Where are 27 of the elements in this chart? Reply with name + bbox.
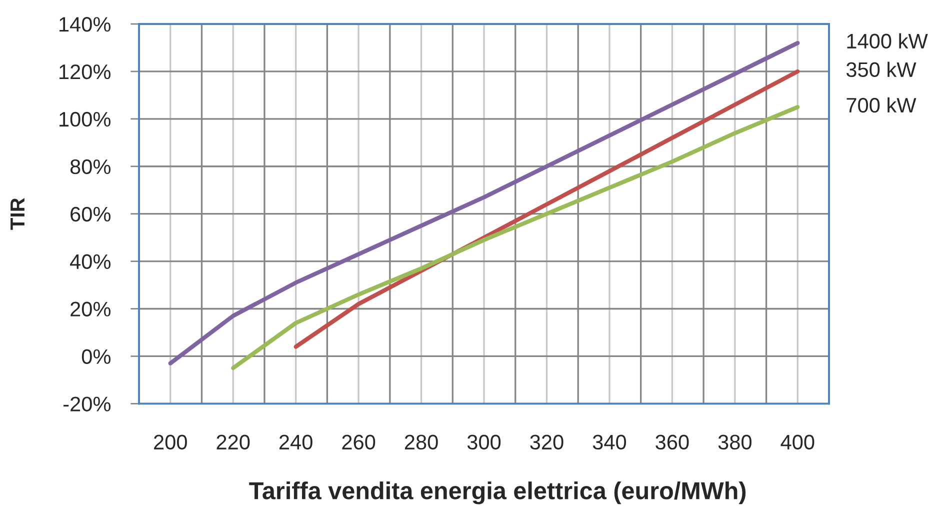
- y-tick-label: 60%: [70, 206, 110, 222]
- x-tick-label: 200: [154, 434, 187, 450]
- y-tick-label: 0%: [82, 349, 110, 364]
- x-tick-label: 220: [216, 434, 250, 450]
- line-series: [168, 40, 800, 366]
- x-tick-label: 260: [342, 434, 376, 450]
- line-series: [231, 104, 800, 370]
- x-tick-label: 300: [467, 434, 501, 450]
- y-tick-label: 40%: [70, 254, 110, 270]
- text: 700 kW: [846, 97, 916, 113]
- y-axis-title: TIR: [10, 198, 24, 230]
- x-tick-label: 320: [530, 434, 564, 450]
- x-tick-label: 240: [280, 434, 312, 450]
- x-tick-label: 360: [656, 434, 689, 450]
- y-tick-label: -20%: [64, 396, 110, 412]
- x-tick-label: 280: [404, 434, 438, 450]
- x-tick-label: 380: [718, 434, 752, 450]
- y-tick-label: 80%: [70, 159, 110, 174]
- y-tick-label: 20%: [70, 302, 110, 317]
- text: 350 kW: [846, 62, 916, 78]
- text: 1400 kW: [847, 33, 928, 49]
- y-tick-label: 100%: [60, 112, 110, 127]
- x-tick-label: 400: [780, 434, 814, 450]
- y-tick-label: 120%: [60, 64, 110, 80]
- x-axis-title: Tariffa vendita energia elettrica (euro/MWh): [249, 482, 746, 504]
- y-tick-label: 140%: [60, 16, 110, 32]
- x-tick-label: 340: [592, 434, 626, 450]
